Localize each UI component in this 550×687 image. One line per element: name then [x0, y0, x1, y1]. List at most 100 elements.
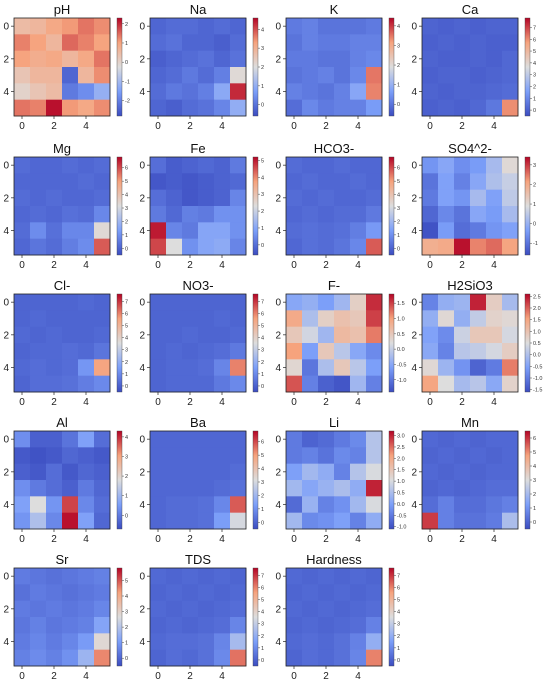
heatmap-cell [166, 173, 183, 191]
y-tick-label: 4 [139, 87, 145, 98]
colorbar [116, 293, 123, 393]
y-tick-label: 0 [411, 298, 417, 309]
colorbar-tick-label: 0 [125, 656, 128, 662]
y-tick-label: 2 [3, 467, 9, 478]
colorbar [252, 430, 259, 530]
y-tick-label: 0 [275, 572, 281, 583]
heatmap-cell [30, 83, 47, 101]
heatmap-cell [318, 99, 335, 117]
heatmap-cell [214, 157, 231, 174]
heatmap-cell [286, 343, 303, 360]
y-tick-label: 0 [3, 298, 9, 309]
heatmap-cell [14, 173, 31, 191]
y-tick-label: 4 [411, 500, 417, 511]
heatmap-cell [62, 649, 79, 667]
y-tick-label: 4 [3, 226, 9, 237]
heatmap-cell [214, 463, 231, 481]
heatmap-panel-hco3-: HCO3- 0 2 4 0 2 4 6 5 4 3 2 1 0 [275, 141, 400, 271]
heatmap-panel-so4-2-: SO4^2- 0 2 4 0 2 4 3 2 1 0 -1 [411, 141, 537, 271]
heatmap-cell [334, 447, 351, 465]
heatmap-cell [230, 294, 247, 311]
heatmap-cell [486, 496, 503, 514]
y-tick-label: 0 [3, 435, 9, 446]
colorbar-tick-label: 0 [125, 246, 128, 252]
heatmap-cell [286, 206, 303, 223]
heatmap-cell [62, 584, 79, 602]
heatmap-cell [318, 447, 335, 465]
colorbar-tick-label: 4 [125, 594, 128, 600]
heatmap-cell [230, 463, 247, 481]
heatmap-cell [366, 294, 383, 311]
x-tick-label: 4 [355, 671, 361, 682]
heatmap-cell [78, 496, 95, 514]
heatmap-cell [350, 18, 367, 35]
heatmap-cell [150, 617, 167, 634]
heatmap-cell [334, 99, 351, 117]
heatmap-cell [302, 310, 319, 328]
x-tick-label: 0 [19, 397, 25, 408]
heatmap-cell [182, 600, 199, 618]
heatmap-cell [182, 633, 199, 651]
heatmap-cell [14, 157, 31, 174]
heatmap-cell [166, 206, 183, 223]
colorbar [116, 17, 123, 117]
heatmap-cell [470, 189, 487, 207]
x-tick-label: 2 [459, 397, 465, 408]
heatmap-cell [438, 343, 455, 360]
heatmap-cell [470, 310, 487, 328]
panel-title: SO4^2- [448, 141, 492, 156]
heatmap-cell [94, 633, 111, 651]
heatmap-cell [198, 431, 215, 448]
heatmap-cell [166, 189, 183, 207]
heatmap-cell [470, 238, 487, 256]
panel-frame [285, 156, 383, 256]
heatmap-cell [214, 496, 231, 514]
heatmap-cell [150, 18, 167, 35]
y-tick-label: 2 [139, 330, 145, 341]
panel-title: K [330, 2, 339, 17]
heatmap-cell [286, 496, 303, 514]
colorbar-tick-label: 0.0 [397, 347, 405, 353]
heatmap-cell [94, 431, 111, 448]
heatmap-cell [302, 480, 319, 497]
heatmap-cell [422, 173, 439, 191]
heatmap-cell [78, 512, 95, 530]
y-tick-label: 4 [275, 637, 281, 648]
heatmap-cell [198, 649, 215, 667]
x-tick-label: 0 [19, 671, 25, 682]
heatmap-cell [302, 173, 319, 191]
heatmap-cell [318, 310, 335, 328]
heatmap-cell [502, 480, 519, 497]
x-tick-label: 2 [187, 671, 193, 682]
heatmap-cell [14, 238, 31, 256]
x-tick-label: 2 [51, 671, 57, 682]
heatmap-cell [198, 359, 215, 377]
heatmap-cell [94, 326, 111, 344]
heatmap-cell [46, 206, 63, 223]
heatmap-cell [46, 326, 63, 344]
heatmap-cell [14, 633, 31, 651]
x-tick-label: 0 [19, 260, 25, 271]
heatmap-cell [334, 617, 351, 634]
heatmap-cell [166, 238, 183, 256]
heatmap-cell [318, 568, 335, 585]
y-tick-label: 2 [411, 193, 417, 204]
heatmap-cell [94, 375, 111, 393]
x-tick-label: 4 [83, 671, 89, 682]
heatmap-cell [350, 326, 367, 344]
heatmap-cell [454, 447, 471, 465]
heatmap-cell [150, 633, 167, 651]
heatmap-cell [166, 375, 183, 393]
heatmap-cell [182, 294, 199, 311]
colorbar-tick-label: 2 [397, 63, 400, 69]
heatmap-cell [486, 480, 503, 497]
heatmap-cell [502, 67, 519, 84]
heatmap-cell [454, 206, 471, 223]
heatmap-cell [502, 310, 519, 328]
colorbar-tick-label: -1.0 [533, 376, 542, 382]
panel-title: Na [190, 2, 207, 17]
heatmap-cell [78, 568, 95, 585]
colorbar-tick-label: 0 [125, 513, 128, 519]
heatmap-cell [150, 447, 167, 465]
heatmap-cell [334, 206, 351, 223]
